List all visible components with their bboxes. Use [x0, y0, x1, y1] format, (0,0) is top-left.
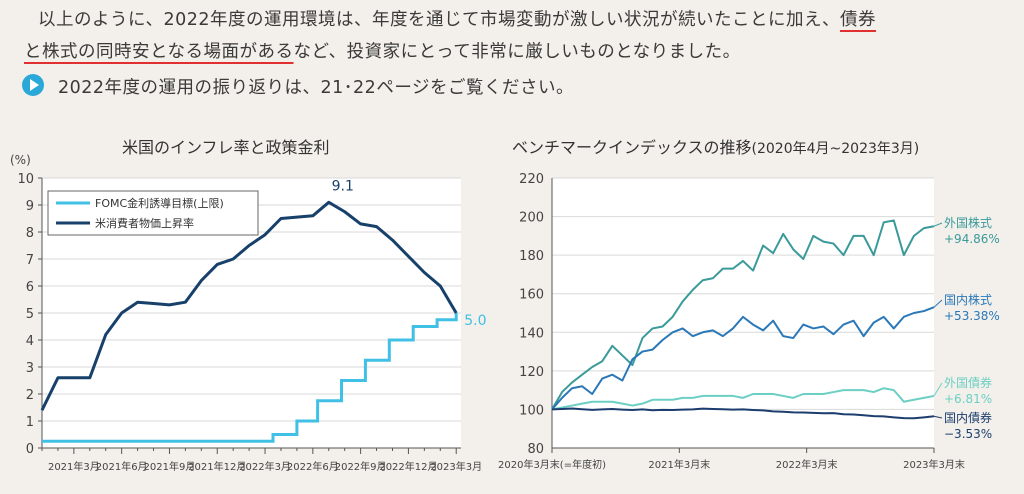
y-tick-label: 100 [519, 403, 544, 418]
peak-value-label: 9.1 [332, 178, 354, 194]
x-tick-label: 2022年3月 [239, 460, 291, 473]
x-tick-label: 2022年6月 [287, 460, 339, 473]
y-tick-label: 4 [26, 334, 34, 349]
y-tick-label: 180 [519, 249, 544, 264]
series-foreign-stock-line [551, 219, 935, 410]
series-foreign-bond-change: +6.81% [944, 392, 992, 406]
series-domestic-stock-leader [933, 299, 943, 308]
intro-line-1: 以上のように、2022年度の運用環境は、年度を通じて市場変動が激しい状況が続いた… [24, 6, 876, 31]
y-tick-label: 200 [519, 211, 544, 226]
intro-text-underlined-b: と株式の同時安となる場面がある [24, 42, 294, 62]
y-tick-label: 3 [26, 361, 34, 376]
y-tick-label: 2 [26, 388, 34, 403]
chart2-title: ベンチマークインデックスの推移(2020年4月~2023年3月) [512, 134, 919, 158]
x-tick-label: 2021年12月 [188, 460, 246, 473]
intro-text-underlined-a: 債券 [840, 10, 877, 30]
x-tick-label: 2022年12月 [379, 460, 437, 473]
y-tick-label: 120 [519, 365, 544, 380]
x-tick-label: 2021年3月末 [648, 458, 710, 471]
series-foreign-stock-name: 外国株式 [944, 215, 992, 230]
y-tick-label: 9 [26, 199, 34, 214]
series-domestic-stock-name: 国内株式 [944, 292, 992, 307]
play-arrow-icon [22, 74, 44, 96]
chart2-subtitle: (2020年4月~2023年3月) [751, 141, 920, 157]
y-tick-label: 160 [519, 288, 544, 303]
plot-area [552, 178, 934, 448]
x-tick-label: 2021年9月 [144, 460, 196, 473]
y-tick-label: 7 [26, 253, 34, 268]
y-tick-label: 8 [26, 226, 34, 241]
series-domestic-bond-name: 国内債券 [944, 410, 992, 425]
end-value-label: 5.0 [464, 313, 486, 329]
x-tick-label: 2021年3月 [48, 460, 100, 473]
y-tick-label: 140 [519, 326, 544, 341]
series-foreign-bond-leader [933, 382, 943, 397]
intro-text-b: など、投資家にとって非常に厳しいものとなりました。 [293, 42, 741, 62]
chart1-title: 米国のインフレ率と政策金利 [122, 138, 330, 157]
y-tick-label: 0 [26, 442, 34, 457]
y-tick-label: 1 [26, 415, 34, 430]
chart2-title-main: ベンチマークインデックスの推移 [512, 138, 752, 157]
series-foreign-bond-line [551, 387, 935, 411]
x-tick-label: 2022年9月 [335, 460, 387, 473]
series-domestic-bond-change: −3.53% [944, 427, 992, 441]
series-domestic-bond-leader [933, 415, 943, 419]
legend-label-cpi: 米消費者物価上昇率 [95, 216, 194, 230]
benchmark-index-chart: 80 100 120 140 160 180 200 220 2020年3月末(=年度初) 202… [498, 172, 1000, 471]
series-domestic-stock-change: +53.38% [944, 309, 1000, 323]
series-foreign-stock-change: +94.86% [944, 232, 1000, 246]
x-tick-label: 2020年3月末(=年度初) [498, 458, 606, 471]
intro-line-2: と株式の同時安となる場面があるなど、投資家にとって非常に厳しいものとなりました。 [24, 38, 741, 63]
series-fomc-rate-line [42, 313, 458, 443]
legend-label-fomc: FOMC金利誘導目標(上限) [95, 196, 224, 210]
reference-note: 2022年度の運用の振り返りは、21･22ページをご覧ください。 [58, 78, 574, 98]
y-tick-label: 6 [26, 280, 34, 295]
x-tick-label: 2022年3月末 [776, 458, 838, 471]
series-domestic-stock-line [551, 306, 935, 411]
y-tick-label: 10 [17, 172, 34, 187]
series-foreign-bond-name: 外国債券 [944, 375, 992, 390]
y-axis-unit: (%) [10, 153, 31, 167]
x-tick-label: 2023年3月末 [903, 458, 965, 471]
series-domestic-bond-line [551, 407, 935, 420]
series-foreign-stock-leader [933, 222, 943, 227]
y-tick-label: 220 [519, 172, 544, 187]
legend-box [47, 190, 259, 236]
series-us-cpi-line [40, 200, 458, 411]
intro-text-a: 以上のように、2022年度の運用環境は、年度を通じて市場変動が激しい状況が続いた… [38, 10, 841, 30]
y-tick-label: 5 [26, 307, 34, 322]
x-tick-label: 2023年3月 [430, 460, 482, 473]
y-tick-label: 80 [527, 442, 544, 457]
us-inflation-policy-rate-chart: 0 1 2 3 4 5 6 7 8 9 10 (%) 2021年3月2021年6月2021年9月2021… [10, 153, 486, 473]
x-tick-label: 2021年6月 [96, 460, 148, 473]
